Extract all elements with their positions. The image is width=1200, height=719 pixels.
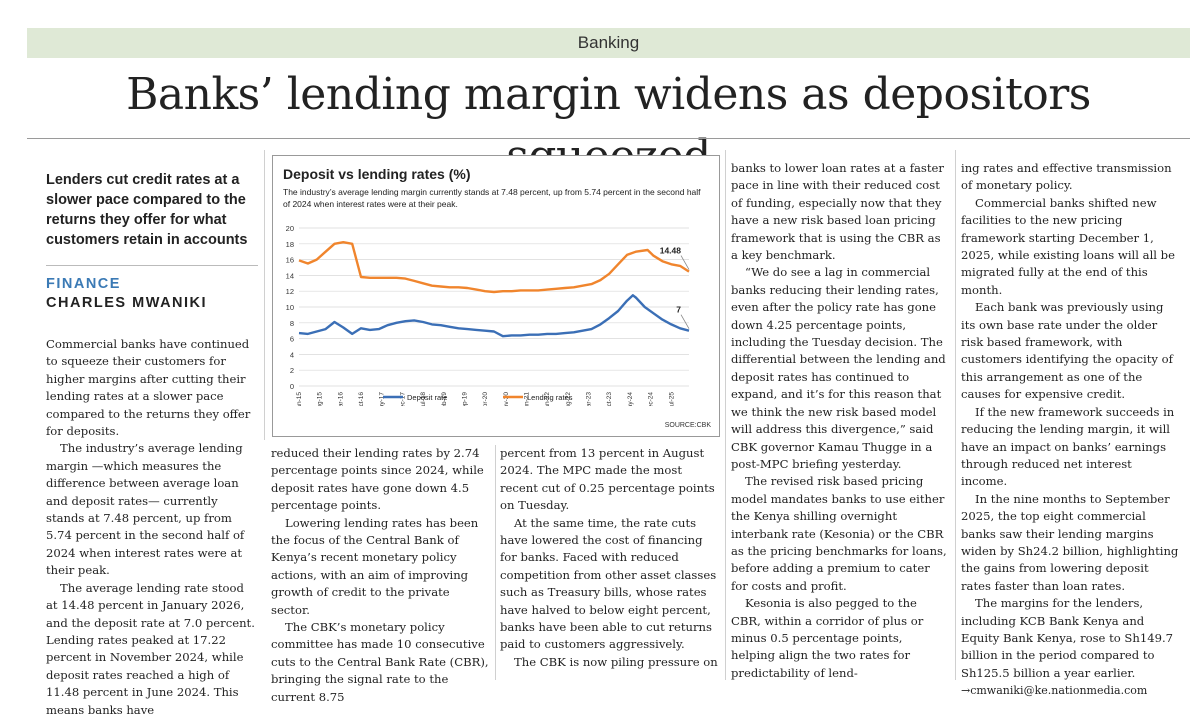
article-column-4: banks to lower loan rates at a faster pa… — [731, 160, 950, 682]
series-line-lending-rates — [298, 241, 690, 294]
x-tick-label: Oct-23 — [606, 392, 613, 406]
data-label: 7 — [676, 305, 681, 315]
column-divider — [725, 150, 726, 680]
section-label: Banking — [577, 33, 640, 52]
y-tick-label: 20 — [286, 224, 294, 233]
byline-rule — [46, 265, 258, 266]
y-tick-label: 18 — [286, 240, 294, 249]
kicker: FINANCE — [46, 276, 121, 292]
y-tick-label: 0 — [290, 382, 294, 391]
x-tick-label: Feb-19 — [441, 392, 448, 406]
article-column-5: ing rates and effective transmission of … — [961, 160, 1181, 700]
data-label: 14.48 — [660, 246, 682, 256]
paragraph: The revised risk based pricing model man… — [731, 474, 947, 593]
paragraph: The industry’s average lending margin —w… — [46, 441, 245, 578]
paragraph: reduced their lending rates by 2.74 perc… — [271, 446, 484, 513]
paragraph: At the same time, the rate cuts have low… — [500, 515, 717, 652]
annotation-leader — [680, 255, 690, 270]
chart-title: Deposit vs lending rates (%) — [283, 166, 471, 182]
x-tick-label: Apr-20 — [482, 392, 489, 406]
paragraph: In the nine months to September 2025, th… — [961, 491, 1179, 593]
paragraph: Kesonia is also pegged to the CBR, withi… — [731, 596, 924, 680]
section-band: Banking — [27, 28, 1190, 58]
x-tick-label: Mar-16 — [337, 392, 344, 406]
paragraph: ing rates and effective transmission of … — [961, 161, 1172, 193]
chart-box: Deposit vs lending rates (%) The industr… — [272, 155, 720, 437]
y-tick-label: 2 — [290, 366, 294, 375]
paragraph: “We do see a lag in commercial banks red… — [731, 265, 946, 471]
paragraph: The CBK’s monetary policy committee has … — [271, 620, 489, 704]
x-tick-label: May-24 — [627, 392, 634, 406]
x-tick-label: Jul-25 — [668, 392, 675, 406]
paragraph: Commercial banks have continued to squee… — [46, 337, 251, 439]
rates-line-chart: 0 2 4 6 8 10 12 14 16 18 20 Jan-15 Aug-15 Mar-16 Oct-1… — [286, 224, 690, 406]
x-tick-label: Dec-24 — [648, 392, 655, 406]
paragraph: If the new framework succeeds in reducin… — [961, 404, 1175, 489]
y-tick-label: 6 — [290, 335, 294, 344]
article-column-2: reduced their lending rates by 2.74 perc… — [271, 445, 491, 706]
headline-rule — [27, 138, 1190, 139]
paragraph: Lowering lending rates has been the focu… — [271, 515, 479, 617]
y-tick-label: 16 — [286, 256, 294, 265]
y-tick-label: 12 — [286, 287, 294, 296]
x-tick-label: Jan-15 — [296, 392, 303, 406]
paragraph: banks to lower loan rates at a faster pa… — [731, 161, 944, 263]
paragraph: The average lending rate stood at 14.48 … — [46, 580, 255, 717]
article-column-3: percent from 13 percent in August 2024. … — [500, 445, 720, 671]
author-name: CHARLES MWANIKI — [46, 295, 208, 311]
article-column-1: Commercial banks have continued to squee… — [46, 336, 258, 719]
paragraph: The CBK is now piling pressure on — [514, 654, 718, 669]
y-tick-label: 8 — [290, 319, 294, 328]
x-tick-label: Dec-17 — [399, 392, 406, 406]
x-tick-label: Nov-20 — [503, 392, 510, 406]
x-tick-label: Jan-22 — [544, 392, 551, 406]
x-tick-label: May-17 — [379, 392, 386, 406]
legend-label: Deposit rate — [407, 393, 447, 402]
column-divider — [264, 150, 265, 440]
x-tick-label: Oct-16 — [358, 392, 365, 406]
paragraph: The margins for the lenders, including K… — [961, 596, 1174, 680]
column-divider — [495, 445, 496, 680]
paragraph: Commercial banks shifted new facilities … — [961, 195, 1175, 297]
column-divider — [955, 150, 956, 680]
annotation-leader — [680, 314, 690, 329]
paragraph: Each bank was previously using its own b… — [961, 300, 1173, 402]
legend-label: Lending rates — [527, 393, 573, 402]
standfirst: Lenders cut credit rates at a slower pac… — [46, 172, 248, 248]
chart-source: SOURCE:CBK — [664, 422, 711, 429]
x-tick-label: Aug-15 — [317, 392, 324, 406]
y-tick-label: 4 — [290, 350, 294, 359]
y-tick-label: 10 — [286, 303, 294, 312]
x-tick-label: Mar-23 — [586, 392, 593, 406]
author-email: →cmwaniki@ke.nationmedia.com — [961, 684, 1148, 698]
y-tick-label: 14 — [286, 271, 294, 280]
x-tick-label: Jun-21 — [524, 392, 531, 406]
paragraph: percent from 13 percent in August 2024. … — [500, 446, 715, 513]
series-line-deposit-rate — [298, 294, 690, 338]
x-tick-label: Sep-19 — [461, 392, 468, 406]
x-tick-label: Jul-18 — [420, 392, 427, 406]
chart-subtitle: The industry’s average lending margin cu… — [283, 187, 701, 209]
x-tick-label: Aug-22 — [565, 392, 572, 406]
